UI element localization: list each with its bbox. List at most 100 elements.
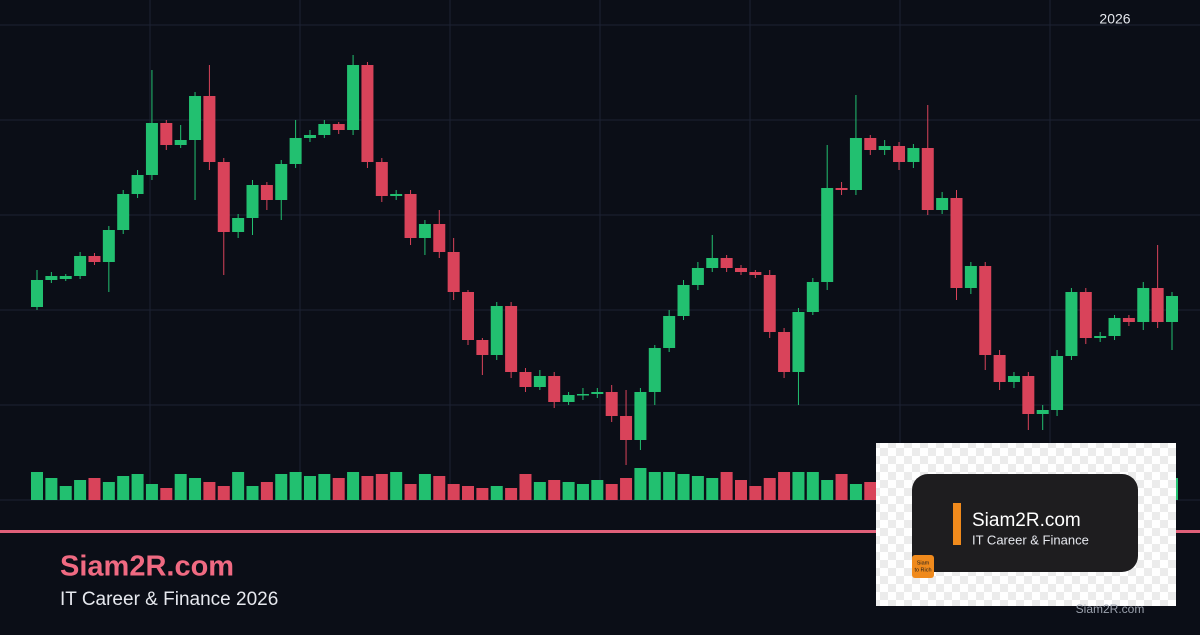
candle-body [232,218,245,232]
candle-body [102,230,115,262]
candle-body [74,256,87,276]
volume-bar [160,488,173,500]
candle-body [1122,318,1135,322]
volume-bar [433,476,446,500]
candle-body [763,275,776,332]
candle-body [620,416,633,440]
volume-bar [347,472,360,500]
volume-bar [706,478,719,500]
candle-body [792,312,805,372]
volume-bar [117,476,130,500]
volume-bar [303,476,316,500]
candle-body [548,376,561,402]
volume-bar [418,474,431,500]
candle-body [1022,376,1035,414]
candle-body [433,224,446,252]
volume-bar [749,486,762,500]
badge-subtitle: IT Career & Finance [972,532,1089,547]
volume-bar [88,478,101,500]
volume-bar [620,478,633,500]
candle-body [663,316,676,348]
volume-bar [375,474,388,500]
volume-bar [648,472,661,500]
volume-bar [806,472,819,500]
badge-icon-text: Siam [917,560,930,566]
candle-body [749,272,762,275]
volume-bar [275,474,288,500]
footer-subtitle: IT Career & Finance 2026 [60,589,278,610]
badge-accent [953,503,961,545]
volume-bar [59,486,72,500]
candle-body [576,394,589,396]
candle-body [936,198,949,210]
candle-body [59,276,72,279]
candle-body [605,392,618,416]
year-label: 2026 [1099,11,1130,27]
candle-body [275,164,288,200]
volume-bar [677,474,690,500]
candle-body [821,188,834,282]
candle-body [893,146,906,162]
volume-bar [576,484,589,500]
volume-bar [203,482,216,500]
candle-body [1065,292,1078,356]
candle-body [1108,318,1121,336]
candle-body [1079,292,1092,338]
volume-bar [260,482,273,500]
candle-body [145,123,158,175]
volume-bar [145,484,158,500]
candle-body [720,258,733,268]
volume-bar [361,476,374,500]
candle-body [418,224,431,238]
volume-bar [533,482,546,500]
volume-bar [835,474,848,500]
volume-bar [734,480,747,500]
candle-body [31,280,43,307]
badge-icon [912,555,934,578]
candle-body [519,372,532,387]
candle-body [950,198,963,288]
volume-bar [447,484,460,500]
candle-body [476,340,489,355]
candle-body [361,65,374,162]
badge-icon-text: to Rich [914,567,931,573]
candle-body [634,392,647,440]
candle-body [648,348,661,392]
volume-bar [246,486,259,500]
volume-bar [45,478,58,500]
badge: Siam2R.com IT Career & Finance Siam to R… [876,443,1176,606]
candle-body [979,266,992,355]
volume-bar [634,468,647,500]
candle-body [806,282,819,312]
candle-body [131,175,144,194]
candle-body [1151,288,1164,322]
candle-body [332,124,345,130]
candle-body [1036,410,1049,414]
volume-bar [864,482,877,500]
candle-body [375,162,388,196]
candle-body [734,268,747,272]
candle-body [490,306,503,355]
candle-body [1051,356,1064,410]
divider [0,530,1200,533]
volume-bar [720,472,733,500]
volume-bar [691,476,704,500]
volume-bar [31,472,43,500]
volume-bar [605,484,618,500]
candle-body [246,185,259,218]
volume-bar [217,486,230,500]
candle-body [160,123,173,145]
candle-body [289,138,302,164]
candle-body [591,392,604,394]
volume-bar [849,484,862,500]
candle-body [677,285,690,316]
volume-bar [174,474,187,500]
volume-bar [390,472,403,500]
volume-bar [763,478,776,500]
volume-bar [462,486,475,500]
candle-body [964,266,977,288]
volume-bar [591,480,604,500]
volume-bar [318,474,331,500]
candle-body [505,306,518,372]
